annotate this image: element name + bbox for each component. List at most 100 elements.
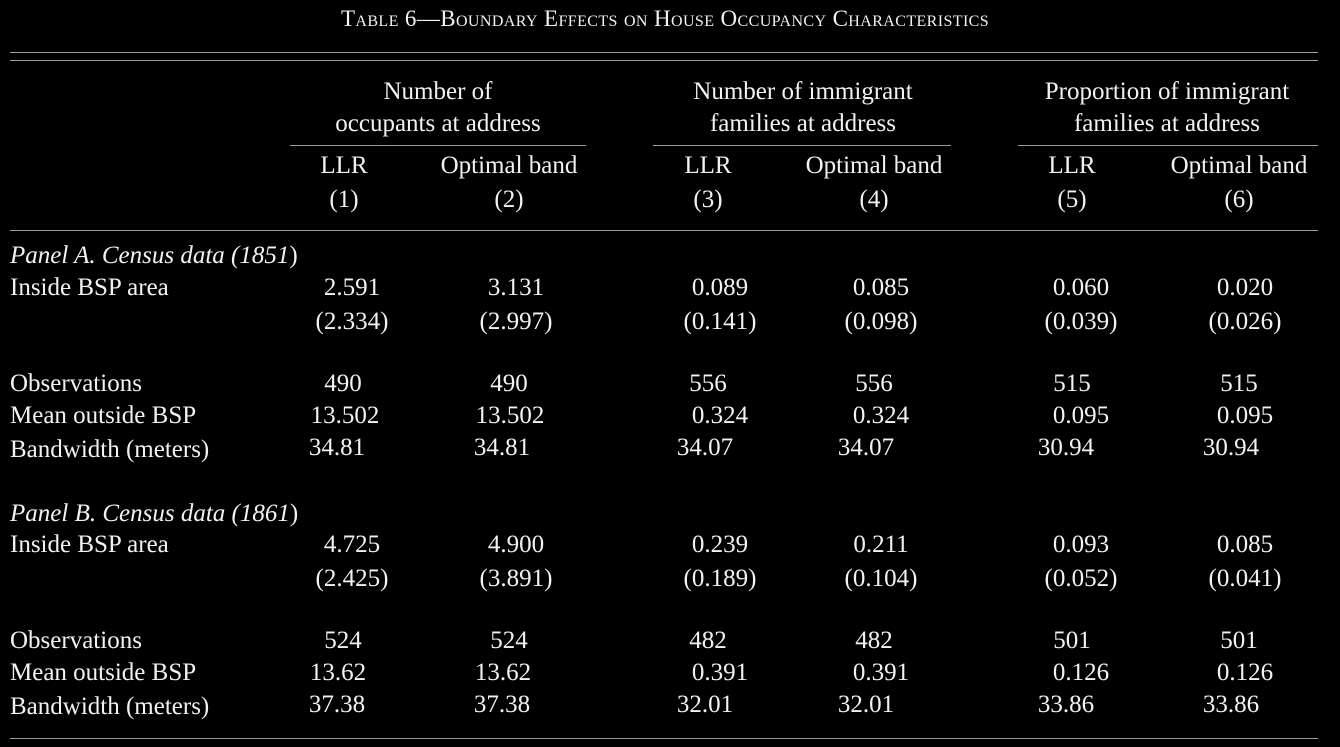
cell-se: (2.425) [315, 565, 389, 592]
cell-bandwidth: 30.94 [1037, 434, 1095, 461]
column-number: (2) [494, 186, 524, 213]
panel-b-title: Panel B. Census data (1861) [10, 499, 298, 529]
column-number: (1) [329, 186, 359, 213]
panel-a-title: Panel A. Census data (1851) [10, 241, 298, 271]
group-header-occupants: Number of occupants at address [290, 76, 586, 140]
cell-obs: 482 [855, 627, 893, 654]
cell-se: (0.041) [1208, 565, 1282, 592]
cell-bandwidth: 32.01 [837, 691, 895, 718]
table-title: Table 6—Boundary Effects on House Occupa… [340, 6, 990, 31]
cell-mean: 0.391 [852, 659, 910, 686]
group-header-line: occupants at address [335, 110, 541, 137]
cell-obs: 524 [490, 627, 528, 654]
cell-coef: 0.085 [852, 274, 910, 301]
group-header-line: Number of [383, 78, 493, 105]
cell-obs: 556 [689, 370, 727, 397]
cell-mean: 0.391 [691, 659, 749, 686]
cell-se: (3.891) [479, 565, 553, 592]
cell-coef: 0.020 [1216, 274, 1274, 301]
cell-coef: 0.060 [1052, 274, 1110, 301]
cell-obs: 490 [490, 370, 528, 397]
cell-mean: 0.126 [1052, 659, 1110, 686]
cell-coef: 0.089 [691, 274, 749, 301]
column-label: Optimal band [1170, 152, 1308, 179]
cell-obs: 515 [1053, 370, 1091, 397]
column-number: (5) [1057, 186, 1087, 213]
cell-mean: 0.324 [852, 402, 910, 429]
row-label-bandwidth: Bandwidth (meters) [10, 436, 210, 463]
cell-coef: 0.093 [1052, 531, 1110, 558]
cell-mean: 13.62 [309, 659, 367, 686]
row-label-observations: Observations [10, 370, 142, 397]
row-label-mean-outside: Mean outside BSP [10, 402, 197, 429]
cell-obs: 490 [324, 370, 362, 397]
header-rule [10, 230, 1318, 231]
cell-coef: 0.239 [691, 531, 749, 558]
top-rule-double [10, 60, 1318, 61]
cell-mean: 0.095 [1052, 402, 1110, 429]
cell-se: (0.141) [683, 308, 757, 335]
row-label-bandwidth: Bandwidth (meters) [10, 693, 210, 720]
cell-bandwidth: 34.81 [473, 434, 531, 461]
cell-se: (0.039) [1044, 308, 1118, 335]
group-header-proportion-immigrant: Proportion of immigrant families at addr… [1018, 76, 1316, 140]
cell-coef: 4.725 [323, 531, 381, 558]
cell-obs: 482 [689, 627, 727, 654]
cell-coef: 2.591 [323, 274, 381, 301]
cell-bandwidth: 32.01 [676, 691, 734, 718]
column-number: (6) [1224, 186, 1254, 213]
cell-mean: 0.324 [691, 402, 749, 429]
column-number: (4) [859, 186, 889, 213]
cell-mean: 0.126 [1216, 659, 1274, 686]
cell-se: (0.026) [1208, 308, 1282, 335]
cell-coef: 4.900 [487, 531, 545, 558]
column-label: LLR [684, 152, 732, 179]
group-header-line: families at address [709, 110, 897, 137]
panel-title-text: Panel A. Census data ( [10, 242, 240, 269]
cell-obs: 501 [1220, 627, 1258, 654]
panel-title-year: 1851 [239, 242, 290, 269]
row-label-inside-bsp: Inside BSP area [10, 531, 169, 558]
cell-coef: 3.131 [487, 274, 545, 301]
cell-se: (0.052) [1044, 565, 1118, 592]
column-label: Optimal band [805, 152, 943, 179]
cell-obs: 515 [1220, 370, 1258, 397]
group-header-immigrant-families: Number of immigrant families at address [655, 76, 951, 140]
row-label-inside-bsp: Inside BSP area [10, 274, 169, 301]
cell-bandwidth: 37.38 [473, 691, 531, 718]
cell-obs: 556 [855, 370, 893, 397]
group-header-line: Number of immigrant [693, 78, 913, 105]
cell-mean: 13.502 [310, 402, 380, 429]
group-rule [290, 145, 586, 146]
cell-coef: 0.211 [853, 531, 909, 558]
cell-bandwidth: 34.07 [837, 434, 895, 461]
cell-bandwidth: 30.94 [1202, 434, 1260, 461]
bottom-rule [10, 738, 1318, 739]
cell-bandwidth: 33.86 [1037, 691, 1095, 718]
group-rule [1018, 145, 1318, 146]
cell-bandwidth: 37.38 [308, 691, 366, 718]
panel-title-close: ) [289, 242, 298, 269]
column-label: Optimal band [440, 152, 578, 179]
cell-se: (0.104) [844, 565, 918, 592]
cell-obs: 501 [1053, 627, 1091, 654]
cell-bandwidth: 33.86 [1202, 691, 1260, 718]
panel-title-text: Panel B. Census data ( [10, 500, 240, 527]
column-label: LLR [320, 152, 368, 179]
cell-se: (0.189) [683, 565, 757, 592]
cell-bandwidth: 34.07 [676, 434, 734, 461]
column-label: LLR [1048, 152, 1096, 179]
panel-title-close: ) [289, 500, 299, 527]
group-header-line: families at address [1073, 110, 1261, 137]
cell-mean: 13.502 [475, 402, 545, 429]
top-rule [10, 52, 1318, 53]
panel-title-year: 1861 [239, 500, 290, 527]
cell-mean: 13.62 [474, 659, 532, 686]
group-header-line: Proportion of immigrant [1044, 78, 1290, 105]
cell-se: (0.098) [844, 308, 918, 335]
cell-obs: 524 [324, 627, 362, 654]
cell-mean: 0.095 [1216, 402, 1274, 429]
cell-se: (2.334) [315, 308, 389, 335]
cell-bandwidth: 34.81 [308, 434, 366, 461]
row-label-mean-outside: Mean outside BSP [10, 659, 197, 686]
